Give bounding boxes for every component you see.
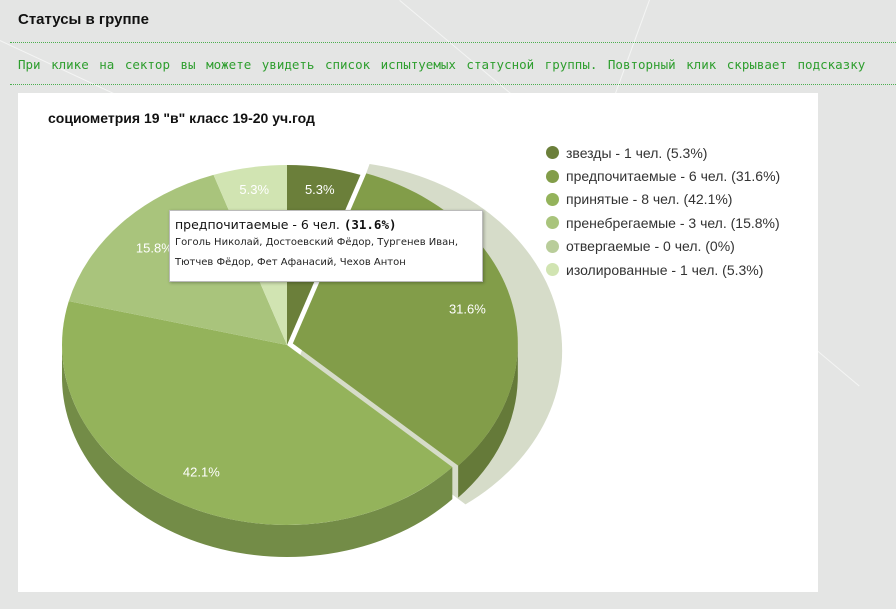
slice-label: 5.3% (239, 182, 269, 197)
pie-side-предпочитаемые[interactable] (458, 343, 518, 498)
chart-title: социометрия 19 "в" класс 19-20 уч.год (48, 110, 315, 126)
hint-text: При клике на сектор вы можете увидеть сп… (18, 57, 866, 72)
legend-marker-icon (546, 169, 559, 183)
tooltip-names-2: Тютчев Фёдор, Фет Афанасий, Чехов Антон (175, 257, 406, 268)
legend-item[interactable]: отвергаемые - 0 чел. (0%) (546, 235, 780, 258)
tooltip-names-1: Гоголь Николай, Достоевский Фёдор, Турге… (175, 237, 458, 248)
legend-marker-icon (546, 263, 559, 277)
tooltip-head: предпочитаемые - 6 чел. (175, 217, 340, 232)
legend-label: отвергаемые - 0 чел. (0%) (566, 238, 735, 255)
legend-label: пренебрегаемые - 3 чел. (15.8%) (566, 214, 780, 231)
chart-card: социометрия 19 "в" класс 19-20 уч.год 5.… (18, 93, 818, 592)
slice-label: 31.6% (449, 301, 486, 316)
legend-marker-icon (546, 146, 559, 160)
legend-item[interactable]: предпочитаемые - 6 чел. (31.6%) (546, 164, 780, 187)
legend-marker-icon (546, 239, 559, 253)
legend-label: принятые - 8 чел. (42.1%) (566, 191, 733, 208)
divider (10, 42, 896, 43)
legend-label: предпочитаемые - 6 чел. (31.6%) (566, 168, 781, 185)
legend-label: изолированные - 1 чел. (5.3%) (566, 261, 764, 278)
slice-label: 15.8% (136, 241, 173, 256)
legend: звезды - 1 чел. (5.3%) предпочитаемые - 6… (546, 141, 780, 281)
legend-item[interactable]: пренебрегаемые - 3 чел. (15.8%) (546, 211, 780, 234)
page-title: Статусы в группе (18, 11, 149, 28)
legend-marker-icon (546, 192, 559, 206)
legend-item[interactable]: звезды - 1 чел. (5.3%) (546, 141, 780, 164)
slice-label: 42.1% (183, 465, 220, 480)
tooltip-percent: (31.6%) (343, 217, 397, 232)
pie-slice-принятые[interactable] (61, 301, 453, 525)
legend-marker-icon (546, 216, 559, 230)
legend-item[interactable]: изолированные - 1 чел. (5.3%) (546, 258, 780, 281)
slice-label: 5.3% (305, 182, 335, 197)
pie-side-принятые[interactable] (62, 345, 453, 557)
tooltip: предпочитаемые - 6 чел. (31.6%) Гоголь Н… (169, 210, 483, 282)
legend-label: звезды - 1 чел. (5.3%) (566, 144, 708, 161)
legend-item[interactable]: принятые - 8 чел. (42.1%) (546, 188, 780, 211)
divider (10, 84, 896, 85)
